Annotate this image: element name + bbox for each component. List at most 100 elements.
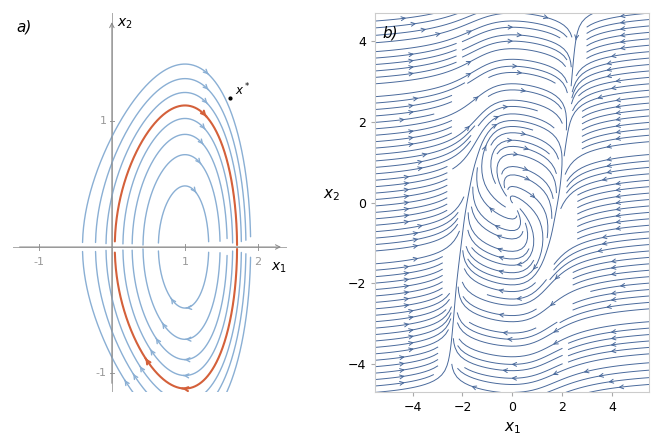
FancyArrowPatch shape [400,118,403,122]
FancyArrowPatch shape [466,61,470,65]
FancyArrowPatch shape [504,369,508,373]
FancyArrowPatch shape [617,98,621,102]
FancyArrowPatch shape [400,368,403,372]
FancyArrowPatch shape [404,214,408,218]
FancyArrowPatch shape [503,331,508,335]
FancyArrowPatch shape [621,33,625,37]
FancyArrowPatch shape [503,105,507,109]
FancyArrowPatch shape [521,132,525,135]
FancyArrowPatch shape [404,175,408,179]
FancyArrowPatch shape [404,182,408,186]
FancyArrowPatch shape [617,130,621,134]
FancyArrowPatch shape [436,33,440,37]
FancyArrowPatch shape [404,278,408,282]
FancyArrowPatch shape [600,374,604,377]
Text: a): a) [17,20,32,34]
FancyArrowPatch shape [466,74,470,77]
FancyArrowPatch shape [533,265,538,269]
FancyArrowPatch shape [404,297,408,301]
FancyArrowPatch shape [474,97,478,101]
FancyArrowPatch shape [409,130,413,133]
FancyArrowPatch shape [607,74,611,78]
FancyArrowPatch shape [554,371,558,375]
FancyArrowPatch shape [400,362,403,366]
FancyArrowPatch shape [404,323,408,327]
FancyArrowPatch shape [617,220,621,224]
FancyArrowPatch shape [617,194,621,198]
FancyArrowPatch shape [418,167,422,170]
FancyArrowPatch shape [465,126,469,131]
FancyArrowPatch shape [621,40,625,43]
FancyArrowPatch shape [556,275,560,279]
FancyArrowPatch shape [617,201,621,204]
FancyArrowPatch shape [413,238,417,242]
FancyArrowPatch shape [409,143,413,146]
FancyArrowPatch shape [413,97,417,101]
Text: $x_1$: $x_1$ [271,261,287,275]
FancyArrowPatch shape [413,257,417,261]
FancyArrowPatch shape [413,245,417,249]
FancyArrowPatch shape [612,336,616,340]
FancyArrowPatch shape [404,220,408,224]
FancyArrowPatch shape [409,65,413,69]
FancyArrowPatch shape [409,310,413,313]
FancyArrowPatch shape [404,304,408,307]
FancyArrowPatch shape [617,181,621,185]
FancyArrowPatch shape [603,235,607,238]
FancyArrowPatch shape [409,329,413,333]
FancyArrowPatch shape [521,89,525,92]
FancyArrowPatch shape [621,283,625,287]
FancyArrowPatch shape [612,330,616,334]
FancyArrowPatch shape [612,54,616,58]
FancyArrowPatch shape [409,136,413,140]
FancyArrowPatch shape [598,95,603,99]
FancyArrowPatch shape [513,152,518,156]
FancyArrowPatch shape [617,123,621,127]
FancyArrowPatch shape [621,20,625,24]
FancyArrowPatch shape [530,194,535,198]
FancyArrowPatch shape [607,144,611,148]
FancyArrowPatch shape [409,104,413,108]
FancyArrowPatch shape [612,86,616,90]
FancyArrowPatch shape [554,341,558,344]
FancyArrowPatch shape [603,241,607,245]
FancyArrowPatch shape [401,17,405,20]
FancyArrowPatch shape [621,14,625,17]
FancyArrowPatch shape [495,226,500,229]
FancyArrowPatch shape [518,262,522,266]
FancyArrowPatch shape [400,375,403,379]
FancyArrowPatch shape [607,170,611,174]
FancyArrowPatch shape [517,33,521,37]
FancyArrowPatch shape [421,28,425,32]
FancyArrowPatch shape [482,146,486,151]
FancyArrowPatch shape [612,259,616,263]
FancyArrowPatch shape [607,164,611,167]
FancyArrowPatch shape [498,248,502,252]
FancyArrowPatch shape [508,25,512,29]
FancyArrowPatch shape [497,235,502,239]
FancyArrowPatch shape [612,297,616,301]
Text: -1: -1 [96,368,107,378]
FancyArrowPatch shape [404,272,408,276]
FancyArrowPatch shape [409,72,413,76]
FancyArrowPatch shape [492,125,497,128]
FancyArrowPatch shape [404,201,408,205]
FancyArrowPatch shape [617,111,621,115]
FancyArrowPatch shape [400,382,403,385]
FancyArrowPatch shape [500,313,504,317]
FancyArrowPatch shape [404,265,408,269]
FancyArrowPatch shape [512,64,516,68]
FancyArrowPatch shape [404,284,408,288]
Text: $x_2$: $x_2$ [117,17,133,31]
FancyArrowPatch shape [499,289,504,293]
FancyArrowPatch shape [607,68,611,71]
FancyArrowPatch shape [409,335,413,339]
FancyArrowPatch shape [607,305,611,308]
FancyArrowPatch shape [472,386,477,390]
FancyArrowPatch shape [598,249,602,252]
FancyArrowPatch shape [617,78,621,82]
FancyArrowPatch shape [409,348,413,352]
FancyArrowPatch shape [617,226,621,230]
FancyArrowPatch shape [508,138,512,142]
FancyArrowPatch shape [617,214,621,217]
